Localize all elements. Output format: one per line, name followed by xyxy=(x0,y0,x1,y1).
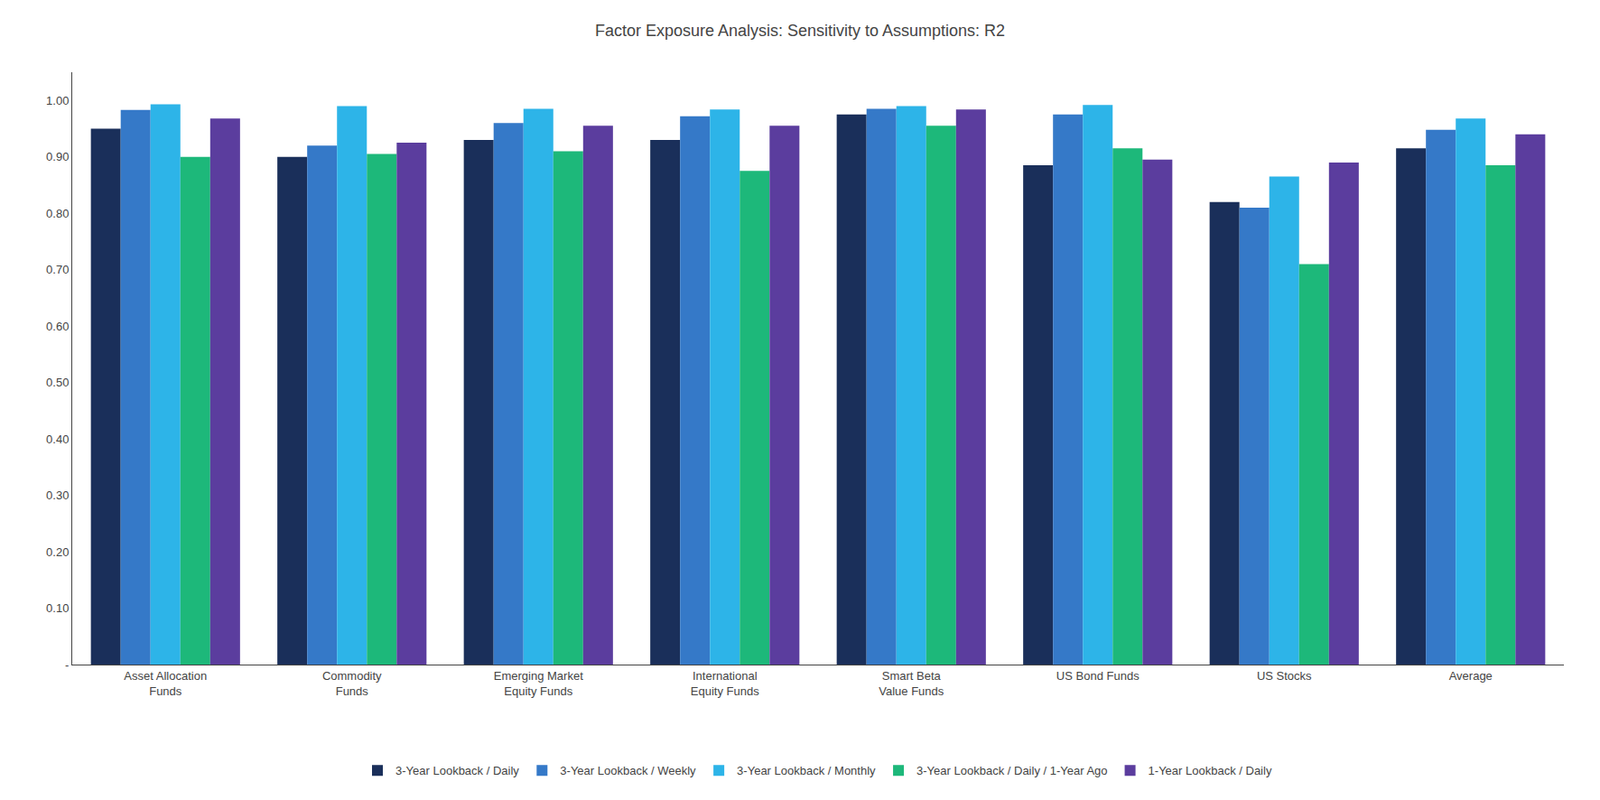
svg-text:Emerging MarketEquity Funds: Emerging MarketEquity Funds xyxy=(493,669,584,698)
svg-text:-: - xyxy=(65,658,69,672)
svg-text:3-Year Lookback / Weekly: 3-Year Lookback / Weekly xyxy=(559,763,697,778)
svg-text:1-Year Lookback / Daily: 1-Year Lookback / Daily xyxy=(1148,763,1273,778)
svg-text:0.20: 0.20 xyxy=(46,545,69,559)
svg-text:0.30: 0.30 xyxy=(46,488,69,503)
svg-text:0.40: 0.40 xyxy=(46,432,69,447)
svg-text:Smart BetaValue Funds: Smart BetaValue Funds xyxy=(878,669,945,698)
svg-text:US Bond Funds: US Bond Funds xyxy=(1056,669,1140,683)
svg-text:1.00: 1.00 xyxy=(46,93,69,108)
svg-text:0.80: 0.80 xyxy=(46,206,69,221)
svg-text:0.90: 0.90 xyxy=(46,149,69,164)
svg-text:Asset AllocationFunds: Asset AllocationFunds xyxy=(123,669,207,698)
svg-text:0.70: 0.70 xyxy=(46,262,69,277)
svg-text:0.10: 0.10 xyxy=(46,601,69,615)
svg-text:3-Year Lookback / Monthly: 3-Year Lookback / Monthly xyxy=(736,763,876,778)
svg-text:Factor Exposure Analysis: Sens: Factor Exposure Analysis: Sensitivity to… xyxy=(595,21,1005,40)
svg-text:3-Year Lookback / Daily / 1-Ye: 3-Year Lookback / Daily / 1-Year Ago xyxy=(916,763,1108,778)
svg-text:InternationalEquity Funds: InternationalEquity Funds xyxy=(690,669,760,698)
svg-text:0.60: 0.60 xyxy=(46,319,69,334)
svg-text:0.50: 0.50 xyxy=(46,375,69,390)
svg-text:Average: Average xyxy=(1449,669,1493,683)
svg-text:3-Year Lookback / Daily: 3-Year Lookback / Daily xyxy=(395,763,520,778)
svg-text:CommodityFunds: CommodityFunds xyxy=(322,669,382,698)
svg-text:US Stocks: US Stocks xyxy=(1256,669,1312,683)
